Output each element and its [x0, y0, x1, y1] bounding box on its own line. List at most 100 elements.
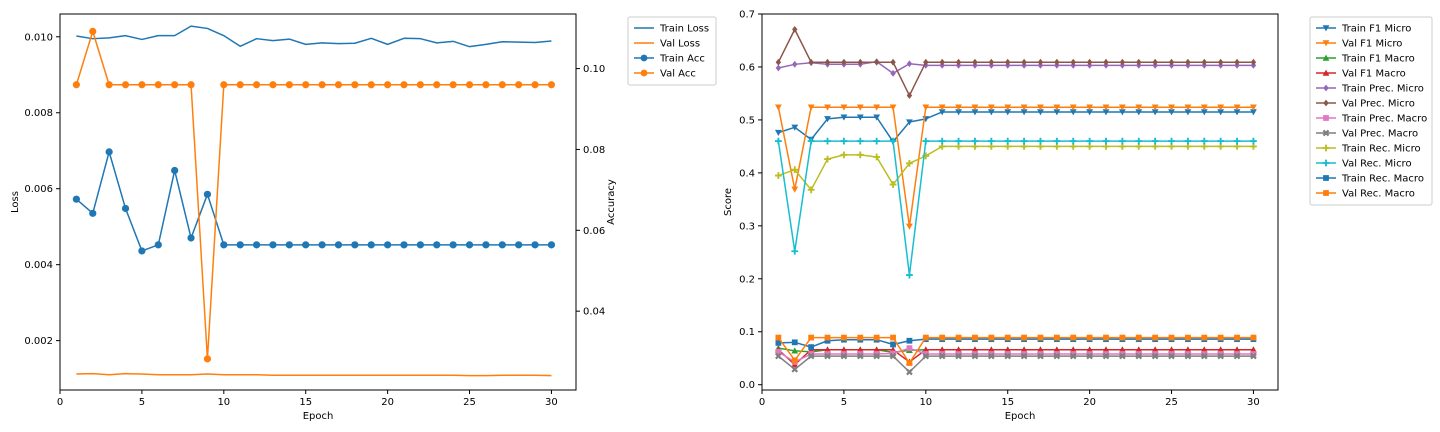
train-rec-micro-point — [1102, 142, 1110, 150]
train-f1-micro-point — [1217, 109, 1225, 116]
train-prec-macro-point — [824, 351, 831, 357]
val-rec-micro-point — [938, 137, 946, 145]
legend-label: Train Acc — [659, 54, 705, 65]
val-prec-macro-point — [971, 352, 979, 360]
legend-label: Val Rec. Micro — [1342, 159, 1412, 170]
train-f1-micro-point — [1053, 109, 1061, 116]
val-prec-macro-point — [1053, 352, 1061, 360]
val-prec-micro-point — [1086, 58, 1093, 66]
val-rec-micro-point — [807, 137, 815, 145]
train-prec-macro-point — [1070, 351, 1077, 357]
train-f1-micro-point — [1102, 109, 1110, 116]
val-f1-micro-point — [774, 104, 782, 111]
val-f1-macro-point — [1151, 346, 1159, 353]
train-prec-macro-point — [1021, 351, 1027, 357]
left-y-tick-label: 0.006 — [24, 184, 53, 195]
train-acc-point — [515, 241, 523, 249]
train-acc-point — [302, 241, 310, 249]
val-prec-micro-point — [1136, 58, 1142, 66]
legend-label: Val Rec. Macro — [1342, 189, 1415, 200]
val-prec-micro-point — [775, 58, 782, 66]
val-rec-macro-point — [939, 334, 946, 341]
val-rec-macro-point — [1070, 334, 1077, 341]
val-rec-micro-point — [955, 137, 962, 145]
val-acc-point — [154, 81, 162, 89]
val-f1-macro-point — [922, 346, 930, 353]
series-val-loss — [76, 372, 552, 377]
val-f1-micro-point — [873, 104, 881, 111]
legend-label: Train Prec. Micro — [1341, 84, 1424, 95]
series-val-acc — [72, 27, 556, 363]
train-f1-micro-point — [1118, 109, 1126, 116]
train-f1-micro-point — [1086, 109, 1094, 116]
legend-marker — [1322, 159, 1330, 167]
train-rec-micro-point — [856, 151, 864, 159]
right-x-tick-label: 25 — [1165, 397, 1178, 408]
train-f1-micro-point — [1020, 109, 1028, 116]
val-acc-point — [121, 81, 130, 89]
val-f1-macro-point — [1020, 346, 1028, 353]
val-acc-point — [220, 81, 228, 89]
val-rec-micro-point — [1217, 137, 1225, 145]
train-rec-micro-point — [1217, 142, 1225, 150]
train-acc-point — [351, 241, 359, 249]
val-prec-micro-point — [972, 58, 978, 66]
train-acc-point — [285, 241, 293, 249]
legend-item-train-prec-micro: Train Prec. Micro — [1316, 84, 1424, 95]
train-f1-micro-point — [791, 124, 799, 131]
legend-item-val-loss: Val Loss — [634, 39, 700, 50]
right-x-tick-label: 20 — [1083, 397, 1096, 408]
val-prec-macro-point — [1151, 352, 1159, 360]
val-rec-macro-point — [1037, 334, 1044, 341]
train-rec-micro-point — [1069, 142, 1077, 150]
left-y-ticks: 0.002 0.004 0.006 0.008 0.010 — [24, 32, 60, 347]
val-prec-micro-point — [824, 58, 831, 66]
right-y-tick-label: 0.0 — [739, 380, 755, 391]
val-f1-macro-point — [1086, 346, 1094, 353]
val-f1-macro-point — [1102, 346, 1110, 353]
val-rec-macro-point — [1135, 334, 1142, 341]
val-prec-macro-point — [775, 352, 782, 360]
train-acc-point — [72, 195, 80, 203]
val-rec-macro-point — [1234, 334, 1240, 341]
val-prec-micro-point — [939, 58, 945, 66]
train-rec-micro-point — [1233, 142, 1241, 150]
val-rec-micro-point — [791, 247, 799, 255]
train-rec-macro-point — [890, 341, 896, 348]
train-rec-micro-point — [1200, 142, 1208, 150]
train-prec-macro-point — [1119, 351, 1126, 357]
train-rec-micro-point — [1118, 142, 1126, 150]
val-prec-micro-point — [808, 58, 814, 66]
left-x-tick-label: 10 — [217, 397, 230, 408]
train-rec-macro-point — [808, 344, 815, 350]
val-prec-macro-point — [1217, 352, 1224, 360]
left-y-axis-label: Loss — [10, 191, 21, 213]
val-prec-micro-point — [923, 58, 929, 66]
train-f1-micro-point — [873, 114, 881, 121]
val-rec-micro-point — [856, 137, 864, 145]
right-plot-frame — [761, 13, 1279, 391]
val-prec-micro-point — [1119, 58, 1126, 66]
legend-label: Val F1 Micro — [1342, 39, 1402, 50]
val-rec-macro-point — [808, 334, 815, 341]
train-prec-macro-point — [775, 348, 782, 355]
val-prec-macro-point — [1135, 352, 1143, 360]
val-prec-macro-point — [856, 352, 864, 360]
train-prec-macro-point — [906, 345, 913, 352]
train-rec-micro-point — [824, 155, 831, 163]
train-rec-micro-point — [1250, 142, 1257, 150]
left-x-tick-label: 20 — [381, 397, 394, 408]
right-y-tick-label: 0.6 — [739, 62, 755, 73]
train-f1-micro-point — [1233, 109, 1241, 116]
right-y-tick-label: 0.5 — [739, 115, 755, 126]
val-prec-macro-point — [906, 368, 913, 376]
val-rec-micro-point — [1135, 137, 1143, 145]
train-acc-point — [187, 234, 195, 242]
val-prec-macro-point — [791, 366, 799, 373]
train-rec-micro-point — [889, 181, 897, 188]
left-legend: Train Loss Val Loss Train Acc Val Acc — [627, 16, 717, 86]
val-f1-macro-point — [1069, 346, 1077, 353]
legend-marker — [640, 69, 648, 77]
legend-label: Val F1 Macro — [1342, 69, 1406, 80]
